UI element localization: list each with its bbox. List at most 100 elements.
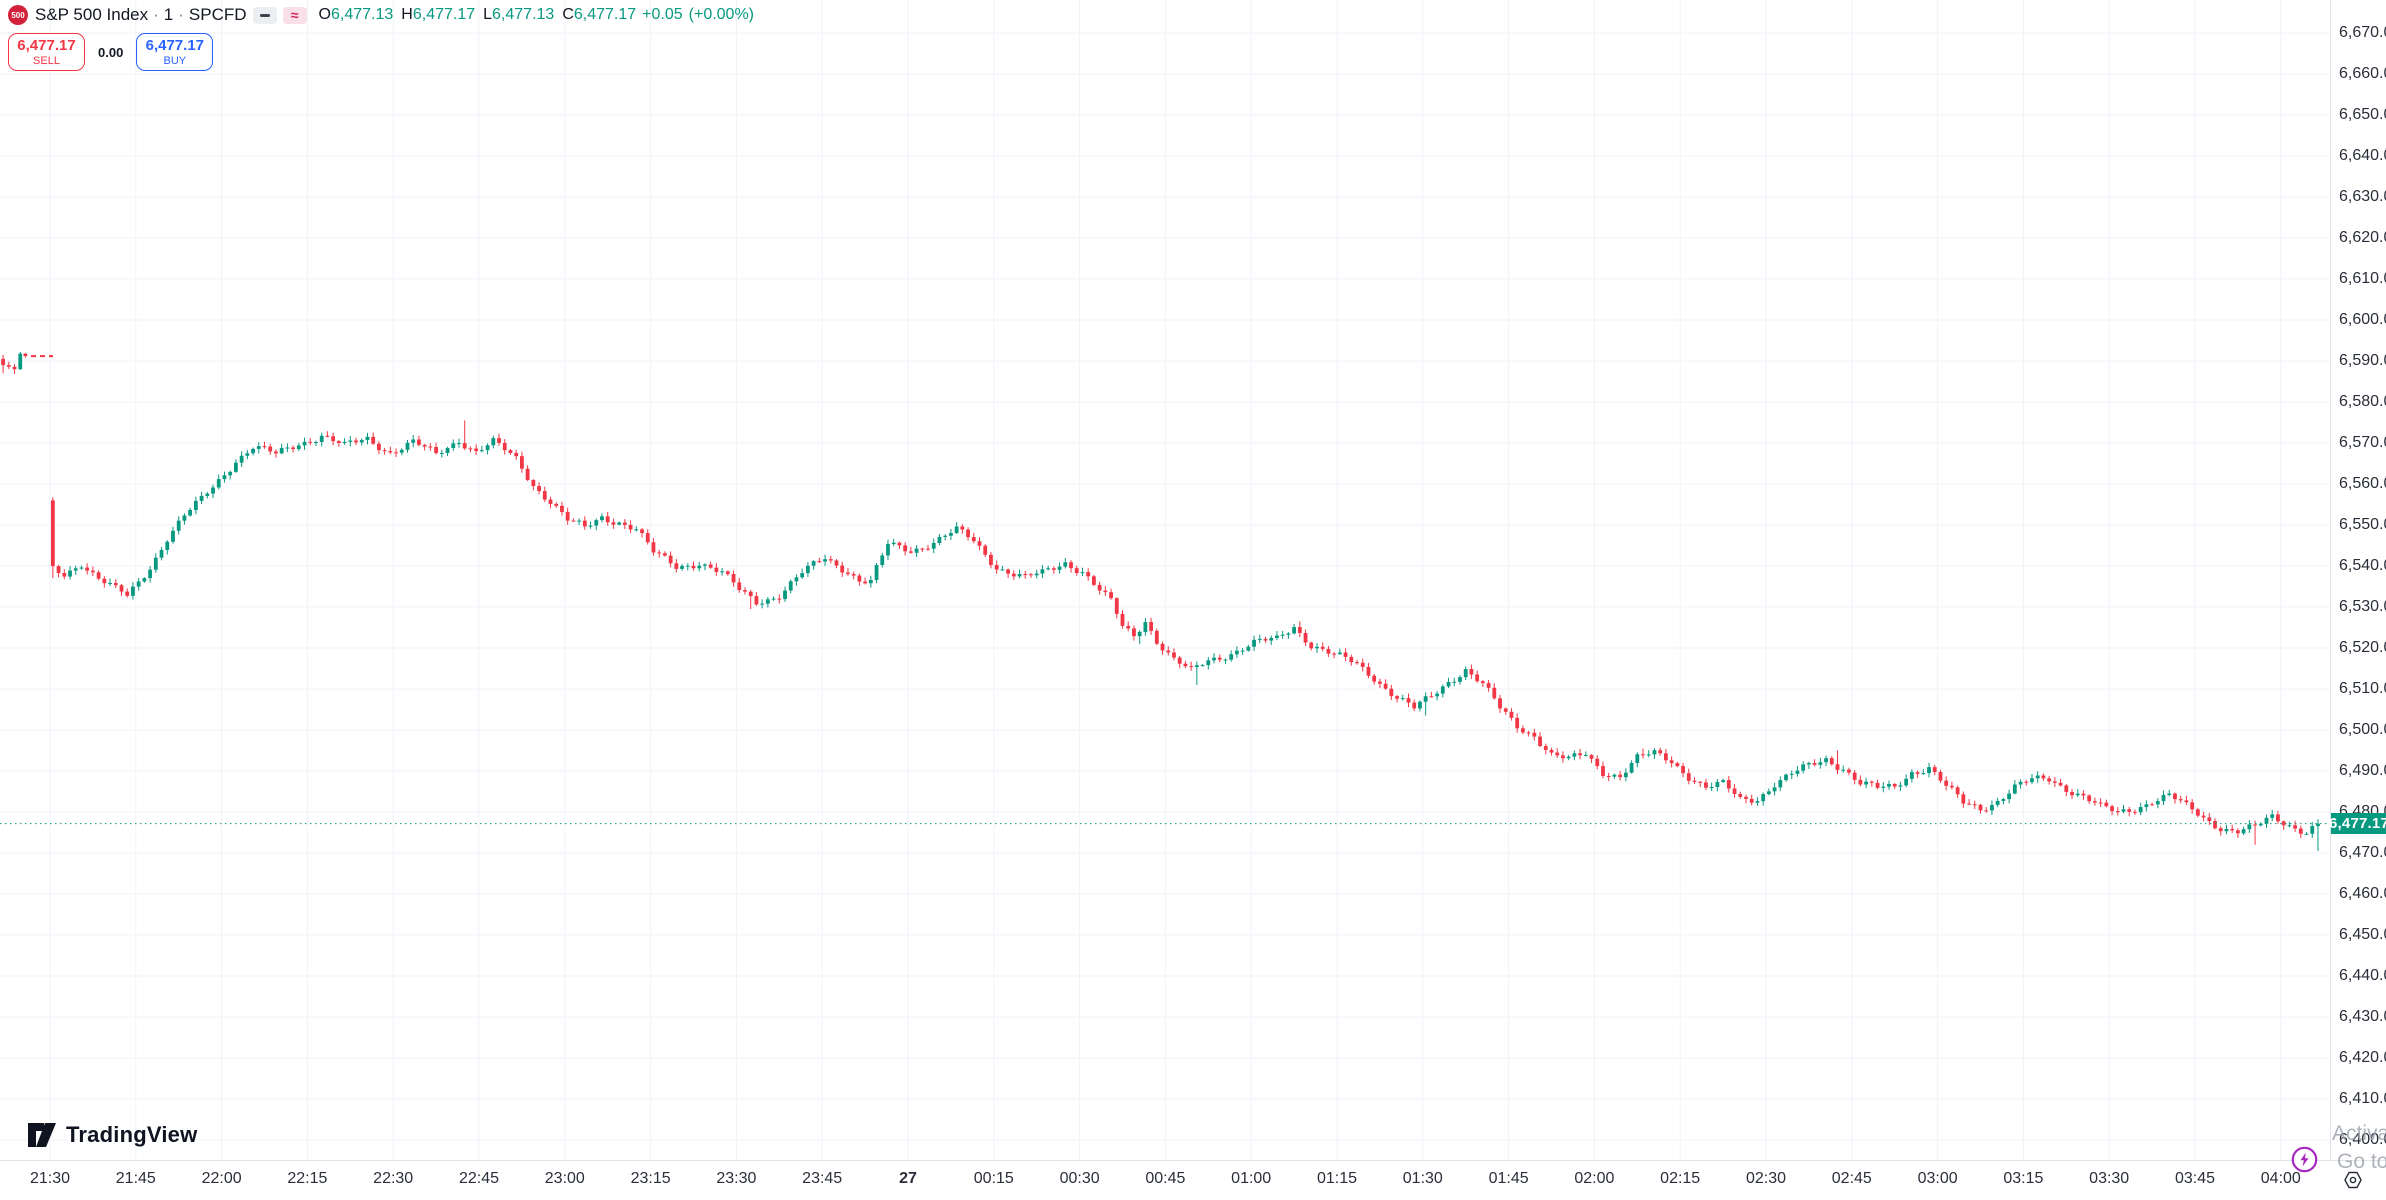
- high-label: H: [401, 6, 413, 23]
- price-axis-label: 6,590.00: [2339, 352, 2386, 369]
- price-axis-label: 6,420.00: [2339, 1049, 2386, 1066]
- time-axis-label: 03:15: [2003, 1170, 2044, 1187]
- time-axis-label: 02:15: [1660, 1170, 1701, 1187]
- price-axis-label: 6,670.00: [2339, 24, 2386, 41]
- pre-session-candles: [1, 351, 28, 375]
- time-axis[interactable]: 21:30 21:45 22:00 22:15 22:30 22:45 23:00 23:15…: [0, 1160, 2386, 1200]
- time-axis-label: 03:00: [1917, 1170, 1958, 1187]
- time-axis-label: 21:45: [115, 1170, 156, 1187]
- buy-button[interactable]: 6,477.17 BUY: [136, 33, 214, 71]
- exchange-label[interactable]: SPCFD: [188, 5, 247, 24]
- open-value: 6,477.13: [331, 6, 394, 23]
- price-axis-label: 6,550.00: [2339, 516, 2386, 533]
- change-value: +0.05: [642, 6, 683, 23]
- chart-plot[interactable]: 500 S&P 500 Index · 1 · SPCFD ≈ O6,477.13 H6,…: [0, 0, 2330, 1160]
- high-value: 6,477.17: [412, 6, 476, 23]
- tradingview-mark-icon: [28, 1123, 56, 1147]
- open-label: O: [318, 6, 331, 23]
- time-axis-label: 02:00: [1574, 1170, 1615, 1187]
- symbol-header-row: 500 S&P 500 Index · 1 · SPCFD ≈ O6,477.13 H6,…: [8, 4, 754, 26]
- time-axis-label: 22:45: [458, 1170, 500, 1187]
- price-axis-label: 6,410.00: [2339, 1090, 2386, 1107]
- time-axis-label: 00:30: [1059, 1170, 1100, 1187]
- candlestick-series: [50, 420, 2320, 851]
- candlestick-chart-canvas[interactable]: [0, 0, 2330, 1160]
- last-price-tag: 6,477.17: [2329, 813, 2386, 835]
- time-axis-label: 02:45: [1831, 1170, 1872, 1187]
- price-axis-label: 6,660.00: [2339, 65, 2386, 82]
- separator-dot: ·: [153, 5, 159, 24]
- separator-dot: ·: [178, 5, 184, 24]
- time-axis-label: 22:15: [287, 1170, 328, 1187]
- sell-label: SELL: [33, 54, 60, 67]
- interval-label[interactable]: 1: [163, 5, 174, 24]
- time-axis-label: 23:00: [544, 1170, 585, 1187]
- price-axis-label: 6,540.00: [2339, 557, 2386, 574]
- price-axis-label: 6,510.00: [2339, 680, 2386, 697]
- price-axis-label: 6,460.00: [2339, 885, 2386, 902]
- price-axis-label: 6,520.00: [2339, 639, 2386, 656]
- time-axis-label: 01:15: [1316, 1170, 1358, 1187]
- grid-lines: [0, 0, 2330, 1160]
- time-axis-day-label: 27: [899, 1170, 917, 1187]
- tradingview-logo-text: TradingView: [66, 1122, 198, 1147]
- price-axis-label: 6,570.00: [2339, 434, 2386, 451]
- symbol-logo-icon[interactable]: 500: [8, 5, 28, 25]
- time-axis-label: 22:00: [201, 1170, 242, 1187]
- lightning-quick-action-icon[interactable]: [2291, 1146, 2318, 1173]
- dash-glyph: [259, 13, 270, 17]
- change-percent: (+0.00%): [688, 6, 755, 23]
- price-axis[interactable]: 6,670.00 6,660.00 6,650.00 6,640.00 6,630.00…: [2329, 0, 2386, 1160]
- os-watermark-line1: Activa: [2332, 1122, 2386, 1145]
- price-axis-label: 6,470.00: [2339, 844, 2386, 861]
- time-axis-label: 23:30: [716, 1170, 757, 1187]
- symbol-title[interactable]: S&P 500 Index · 1 · SPCFD: [35, 5, 247, 25]
- time-axis-label: 00:45: [1145, 1170, 1186, 1187]
- buy-price: 6,477.17: [145, 36, 204, 54]
- symbol-name[interactable]: S&P 500 Index: [35, 5, 149, 24]
- sell-button[interactable]: 6,477.17 SELL: [8, 33, 85, 71]
- ohlc-readout: O6,477.13 H6,477.17 L6,477.13 C6,477.17 +0.0…: [319, 6, 754, 24]
- price-axis-label: 6,400.00: [2339, 1131, 2386, 1148]
- time-axis-label: 01:45: [1488, 1170, 1529, 1187]
- time-axis-label: 21:30: [29, 1170, 71, 1187]
- price-axis-label: 6,440.00: [2339, 967, 2386, 984]
- low-value: 6,477.13: [492, 6, 555, 23]
- time-axis-label: 03:45: [2174, 1170, 2216, 1187]
- close-label: C: [562, 6, 574, 23]
- price-axis-label: 6,620.00: [2339, 229, 2386, 246]
- time-axis-label: 03:30: [2089, 1170, 2130, 1187]
- time-axis-label: 22:30: [373, 1170, 414, 1187]
- price-axis-label: 6,500.00: [2339, 721, 2386, 738]
- spread-value: 0.00: [98, 44, 124, 60]
- low-label: L: [483, 6, 493, 23]
- price-axis-label: 6,490.00: [2339, 762, 2386, 779]
- time-axis-label: 02:30: [1745, 1170, 1787, 1187]
- time-axis-label: 23:45: [802, 1170, 843, 1187]
- price-axis-label: 6,650.00: [2339, 106, 2386, 123]
- time-axis-label: 23:15: [630, 1170, 671, 1187]
- symbol-legend: 500 S&P 500 Index · 1 · SPCFD ≈ O6,477.13 H6,…: [8, 4, 754, 71]
- time-axis-label: 04:00: [2260, 1170, 2301, 1187]
- time-axis-label: 00:15: [973, 1170, 1014, 1187]
- delayed-data-icon[interactable]: ≈: [282, 6, 307, 24]
- price-axis-label: 6,560.00: [2339, 475, 2386, 492]
- price-axis-label: 6,610.00: [2339, 270, 2386, 287]
- time-axis-label: 01:00: [1231, 1170, 1272, 1187]
- os-watermark-line2: Go to S: [2337, 1150, 2386, 1173]
- trade-panel: 6,477.17 SELL 0.00 6,477.17 BUY: [8, 33, 754, 71]
- close-value: 6,477.17: [573, 6, 637, 23]
- time-axis-label: 01:30: [1402, 1170, 1443, 1187]
- price-axis-label: 6,530.00: [2339, 598, 2386, 615]
- tradingview-logo[interactable]: TradingView: [27, 1122, 197, 1148]
- price-axis-label: 6,630.00: [2339, 188, 2386, 205]
- market-closed-icon[interactable]: [252, 6, 277, 24]
- price-axis-label: 6,600.00: [2339, 311, 2386, 328]
- price-axis-label: 6,580.00: [2339, 393, 2386, 410]
- buy-label: BUY: [163, 54, 187, 67]
- price-axis-label: 6,640.00: [2339, 147, 2386, 164]
- sell-price: 6,477.17: [17, 36, 76, 54]
- price-axis-label: 6,450.00: [2339, 926, 2386, 943]
- timezone-settings-icon[interactable]: [2342, 1169, 2364, 1191]
